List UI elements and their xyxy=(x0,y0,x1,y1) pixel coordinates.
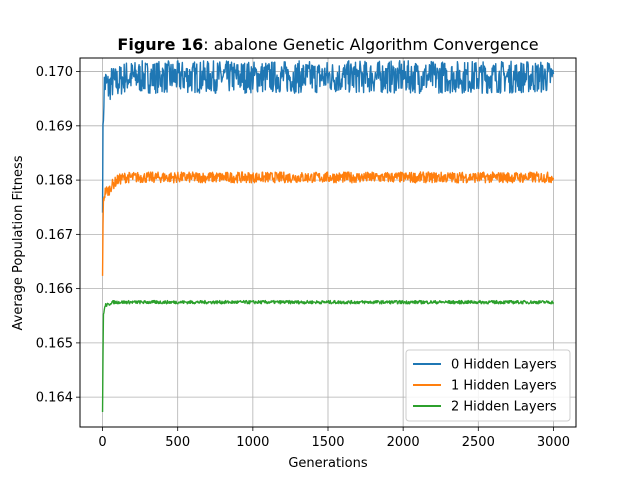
legend-label: 2 Hidden Layers xyxy=(451,400,557,415)
series-line-1 xyxy=(101,171,555,276)
x-axis-label: Generations xyxy=(288,456,368,471)
y-tick-label: 0.164 xyxy=(36,391,73,406)
x-tick-label: 1000 xyxy=(236,435,269,450)
x-tick-label: 3000 xyxy=(537,435,570,450)
x-tick-label: 2000 xyxy=(387,435,420,450)
legend-label: 1 Hidden Layers xyxy=(451,379,557,394)
y-axis-ticks: 0.164 0.165 0.166 0.167 0.168 0.169 0.170 xyxy=(36,65,80,406)
y-tick-label: 0.168 xyxy=(36,174,73,189)
x-axis-ticks: 0 500 1000 1500 2000 2500 3000 xyxy=(98,427,570,450)
y-tick-label: 0.166 xyxy=(36,282,73,297)
legend-label: 0 Hidden Layers xyxy=(451,358,557,373)
y-tick-label: 0.170 xyxy=(36,65,73,80)
series-line-0 xyxy=(101,60,555,213)
chart-title-bold: Figure 16 xyxy=(117,35,203,54)
y-axis-label: Average Population Fitness xyxy=(11,155,26,330)
x-tick-label: 500 xyxy=(165,435,190,450)
series-layer xyxy=(101,60,555,413)
x-tick-label: 0 xyxy=(98,435,106,450)
x-tick-label: 1500 xyxy=(311,435,344,450)
legend-box xyxy=(405,349,571,422)
chart-title-rest: : abalone Genetic Algorithm Convergence xyxy=(203,35,538,54)
series-line-2 xyxy=(101,299,555,413)
legend: 0 Hidden Layers 1 Hidden Layers 2 Hidden L… xyxy=(405,349,571,422)
y-tick-label: 0.169 xyxy=(36,119,73,134)
y-tick-label: 0.167 xyxy=(36,228,73,243)
y-tick-label: 0.165 xyxy=(36,336,73,351)
chart-title: Figure 16: abalone Genetic Algorithm Con… xyxy=(117,35,538,54)
x-tick-label: 2500 xyxy=(462,435,495,450)
